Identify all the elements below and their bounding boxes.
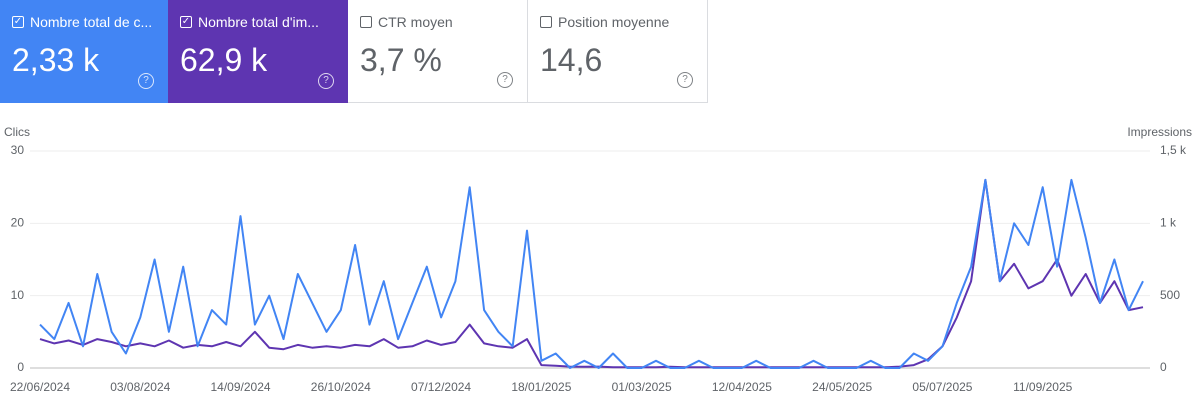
card-title: Nombre total de c...	[30, 14, 153, 30]
help-icon[interactable]: ?	[497, 72, 513, 88]
x-tick-label: 07/12/2024	[411, 380, 471, 394]
card-title: CTR moyen	[378, 14, 453, 30]
checkbox[interactable]: ✓	[12, 16, 24, 28]
x-tick-label: 26/10/2024	[311, 380, 371, 394]
y2-axis-title: Impressions	[1127, 125, 1192, 139]
x-tick-label: 18/01/2025	[511, 380, 571, 394]
x-tick-label: 03/08/2024	[110, 380, 170, 394]
help-icon[interactable]: ?	[677, 72, 693, 88]
series-line	[39, 178, 1144, 369]
checkbox[interactable]	[360, 16, 372, 28]
y-tick-label: 20	[11, 216, 25, 230]
checkbox[interactable]: ✓	[180, 16, 192, 28]
series-line	[39, 178, 1144, 369]
card-value: 62,9 k	[180, 42, 268, 78]
metric-card[interactable]: Position moyenne 14,6 ?	[528, 0, 708, 103]
x-tick-label: 22/06/2024	[10, 380, 70, 394]
x-tick-label: 11/09/2025	[1013, 380, 1072, 394]
x-tick-label: 14/09/2024	[211, 380, 271, 394]
y2-tick-label: 500	[1160, 288, 1180, 302]
metric-cards: ✓ Nombre total de c... 2,33 k ? ✓ Nombre t…	[0, 0, 708, 103]
y2-tick-label: 1 k	[1160, 216, 1177, 230]
card-value: 14,6	[540, 42, 603, 78]
help-icon[interactable]: ?	[318, 73, 334, 89]
y-tick-label: 10	[11, 288, 25, 302]
card-title: Nombre total d'im...	[198, 14, 319, 30]
metric-card[interactable]: ✓ Nombre total d'im... 62,9 k ?	[168, 0, 348, 103]
card-value: 3,7 %	[360, 42, 442, 78]
help-icon[interactable]: ?	[138, 73, 154, 89]
y2-tick-label: 0	[1160, 360, 1167, 374]
card-value: 2,33 k	[12, 42, 100, 78]
metric-card[interactable]: ✓ Nombre total de c... 2,33 k ?	[0, 0, 168, 103]
x-tick-label: 12/04/2025	[712, 380, 772, 394]
y2-tick-label: 1,5 k	[1160, 143, 1187, 157]
checkbox[interactable]	[540, 16, 552, 28]
y-tick-label: 30	[11, 143, 25, 157]
y-axis-title: Clics	[4, 125, 30, 139]
card-title: Position moyenne	[558, 14, 670, 30]
y-tick-label: 0	[17, 360, 24, 374]
x-tick-label: 24/05/2025	[812, 380, 872, 394]
x-tick-label: 05/07/2025	[912, 380, 972, 394]
metric-card[interactable]: CTR moyen 3,7 % ?	[348, 0, 528, 103]
x-tick-label: 01/03/2025	[612, 380, 672, 394]
